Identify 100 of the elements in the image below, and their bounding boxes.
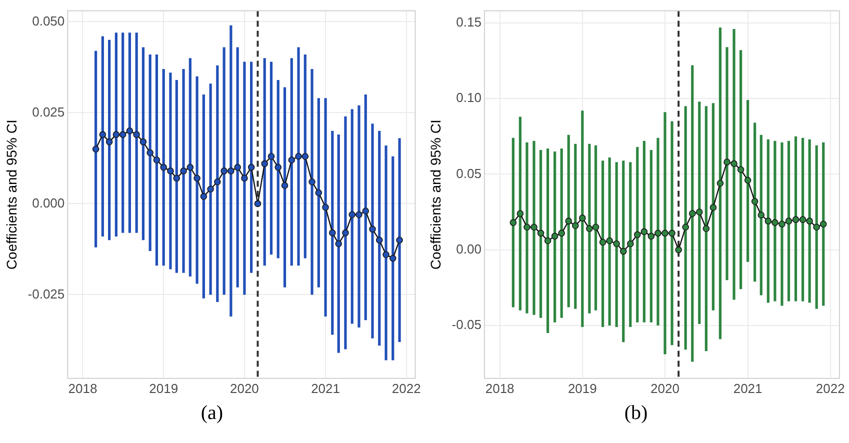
point xyxy=(724,158,730,166)
x-tick-label: 2019 xyxy=(568,380,597,396)
point xyxy=(268,152,275,160)
point xyxy=(362,208,370,214)
point xyxy=(537,230,544,237)
text: (a) xyxy=(200,402,224,425)
point xyxy=(180,168,187,174)
point xyxy=(186,164,194,171)
x-tick-label: 2020 xyxy=(230,380,259,396)
point xyxy=(274,164,282,171)
point xyxy=(112,131,120,138)
point xyxy=(675,246,682,254)
y-tick-label: 0.10 xyxy=(456,90,482,106)
point xyxy=(579,214,586,222)
x-tick-label: 2019 xyxy=(149,380,178,396)
point xyxy=(328,229,336,236)
point xyxy=(716,180,724,187)
point xyxy=(764,218,772,224)
x-tick-label: 2022 xyxy=(816,380,845,396)
point xyxy=(382,251,390,258)
point xyxy=(322,204,329,211)
point xyxy=(654,230,662,237)
point xyxy=(524,224,530,231)
point xyxy=(315,189,322,196)
y-tick-label: 0.00 xyxy=(456,241,482,256)
point xyxy=(295,152,302,160)
point xyxy=(288,156,296,164)
point xyxy=(396,236,403,244)
y-tick-label: 0.025 xyxy=(32,104,65,120)
point xyxy=(207,186,214,193)
point xyxy=(214,178,221,186)
point xyxy=(92,146,100,153)
point xyxy=(792,216,800,223)
point xyxy=(806,218,813,224)
point xyxy=(106,138,113,146)
point xyxy=(342,229,349,236)
point xyxy=(730,160,738,167)
y-tick-label: -0.05 xyxy=(452,317,482,332)
point xyxy=(261,160,268,168)
point xyxy=(606,237,613,244)
point xyxy=(640,228,648,236)
point xyxy=(281,182,288,189)
y-tick-label: -0.025 xyxy=(28,286,65,302)
point xyxy=(696,208,703,216)
point xyxy=(820,220,827,228)
point xyxy=(228,168,234,174)
point xyxy=(160,164,167,171)
point xyxy=(254,200,262,208)
x-tick-label: 2021 xyxy=(311,380,340,396)
point xyxy=(348,211,356,218)
point xyxy=(778,220,786,228)
point xyxy=(308,178,316,186)
point xyxy=(248,164,255,171)
point xyxy=(558,230,565,237)
point xyxy=(668,230,676,237)
point xyxy=(662,230,668,237)
point xyxy=(710,204,717,211)
point xyxy=(167,168,174,174)
y-tick-label: 0.05 xyxy=(456,166,482,181)
point xyxy=(126,128,134,134)
point xyxy=(551,232,558,240)
x-tick-label: 2021 xyxy=(733,380,762,396)
point xyxy=(516,210,524,217)
point xyxy=(133,131,140,138)
point xyxy=(194,174,200,182)
x-tick-label: 2018 xyxy=(485,380,514,396)
point xyxy=(200,193,208,200)
y-tick-label: 0.15 xyxy=(456,14,482,30)
point xyxy=(688,210,696,217)
point xyxy=(565,218,572,224)
point xyxy=(234,164,241,171)
point xyxy=(634,231,641,238)
point xyxy=(620,248,627,255)
point xyxy=(119,131,126,138)
point xyxy=(758,212,765,218)
point xyxy=(389,254,396,262)
point xyxy=(744,176,752,184)
text: (b) xyxy=(623,402,649,425)
x-tick-label: 2018 xyxy=(68,380,98,396)
point xyxy=(530,224,538,231)
point xyxy=(682,224,689,231)
point xyxy=(737,166,744,174)
y-tick-label: 0.000 xyxy=(32,195,65,210)
point xyxy=(799,216,806,223)
point xyxy=(772,219,778,226)
y-axis-title: Coefficients and 95% CI xyxy=(427,120,444,270)
point xyxy=(626,240,634,248)
point xyxy=(572,222,579,230)
point xyxy=(335,240,342,248)
point xyxy=(702,225,710,232)
point xyxy=(369,226,376,233)
point xyxy=(544,237,552,244)
point xyxy=(592,224,600,231)
point xyxy=(586,225,593,232)
point xyxy=(153,156,160,164)
point xyxy=(785,218,792,224)
point xyxy=(613,240,620,248)
point xyxy=(220,168,228,174)
point xyxy=(648,232,655,240)
point xyxy=(510,219,517,226)
